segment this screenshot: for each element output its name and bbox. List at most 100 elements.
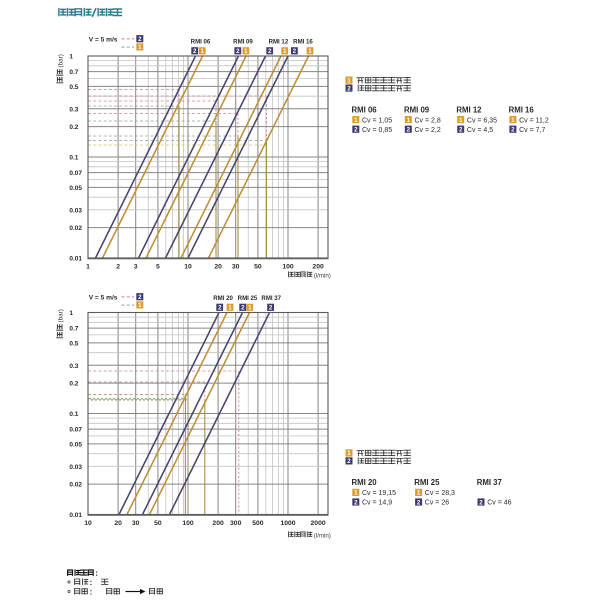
svg-text:1: 1 xyxy=(417,490,421,497)
svg-text:RMI 06: RMI 06 xyxy=(191,39,211,46)
svg-text:1: 1 xyxy=(283,48,287,55)
svg-text:2: 2 xyxy=(347,85,351,92)
svg-text:2: 2 xyxy=(417,499,421,506)
svg-text:0.1: 0.1 xyxy=(69,411,78,418)
svg-text:1: 1 xyxy=(354,490,358,497)
svg-text:100: 100 xyxy=(182,520,194,527)
svg-text:Cv = 26: Cv = 26 xyxy=(425,500,449,507)
svg-text:1: 1 xyxy=(248,305,252,312)
svg-text:0.2: 0.2 xyxy=(69,124,78,131)
svg-text:0.02: 0.02 xyxy=(69,482,82,489)
svg-text:Cv = 11,2: Cv = 11,2 xyxy=(519,117,549,124)
svg-text:RMI 06: RMI 06 xyxy=(352,105,378,114)
svg-text:RMI 12: RMI 12 xyxy=(456,105,482,114)
svg-text:2: 2 xyxy=(268,48,272,55)
svg-text:2: 2 xyxy=(293,48,297,55)
svg-text:2: 2 xyxy=(354,499,358,506)
svg-text:Cv = 19,15: Cv = 19,15 xyxy=(362,490,396,497)
svg-text:1: 1 xyxy=(459,117,463,124)
svg-text:1: 1 xyxy=(407,117,411,124)
svg-text:50: 50 xyxy=(254,264,262,271)
svg-text:1: 1 xyxy=(511,117,515,124)
svg-text:0.02: 0.02 xyxy=(69,225,82,232)
svg-text:2: 2 xyxy=(193,48,197,55)
svg-text:5: 5 xyxy=(156,264,160,271)
svg-text:RMI 09: RMI 09 xyxy=(404,105,430,114)
svg-text:1: 1 xyxy=(86,264,90,271)
svg-text:3: 3 xyxy=(134,264,138,271)
svg-text:RMI 12: RMI 12 xyxy=(269,39,289,46)
svg-text:300: 300 xyxy=(230,520,242,527)
svg-text:RMI 37: RMI 37 xyxy=(477,478,502,487)
svg-text:2: 2 xyxy=(347,458,351,465)
svg-text:RMI 25: RMI 25 xyxy=(414,478,440,487)
svg-text:Cv = 1,05: Cv = 1,05 xyxy=(362,117,392,124)
svg-text:(l/min): (l/min) xyxy=(314,533,331,540)
svg-text:20: 20 xyxy=(214,264,222,271)
svg-text:2000: 2000 xyxy=(311,520,326,527)
svg-text:0.07: 0.07 xyxy=(69,427,82,434)
svg-text:2: 2 xyxy=(236,48,240,55)
svg-text:50: 50 xyxy=(154,520,162,527)
svg-text:1: 1 xyxy=(354,117,358,124)
svg-text:0.07: 0.07 xyxy=(69,170,82,177)
svg-text:30: 30 xyxy=(232,264,240,271)
svg-text:(l/min): (l/min) xyxy=(314,273,331,280)
svg-text:1: 1 xyxy=(244,48,248,55)
svg-text:0.5: 0.5 xyxy=(69,84,78,91)
svg-text:2: 2 xyxy=(479,499,483,506)
svg-text:RMI 16: RMI 16 xyxy=(509,105,535,114)
svg-text:2: 2 xyxy=(269,305,273,312)
svg-text:200: 200 xyxy=(212,520,224,527)
svg-text:1: 1 xyxy=(138,44,142,51)
svg-text:1: 1 xyxy=(347,450,351,457)
svg-text:V = 5 m/s: V = 5 m/s xyxy=(89,37,118,44)
svg-text:0.03: 0.03 xyxy=(69,464,82,471)
svg-text:(bar): (bar) xyxy=(58,309,65,322)
svg-text:1: 1 xyxy=(138,302,142,309)
svg-text:Cv = 6,35: Cv = 6,35 xyxy=(467,117,497,124)
svg-text:1: 1 xyxy=(200,48,204,55)
svg-text:2: 2 xyxy=(407,127,411,134)
svg-text:Cv = 0,85: Cv = 0,85 xyxy=(362,127,392,134)
svg-text:0.5: 0.5 xyxy=(69,341,78,348)
svg-text:0.2: 0.2 xyxy=(69,381,78,388)
svg-text:(bar): (bar) xyxy=(58,54,65,67)
svg-text:10: 10 xyxy=(184,264,192,271)
svg-text:Cv = 7,7: Cv = 7,7 xyxy=(519,127,545,134)
svg-text:2: 2 xyxy=(459,127,463,134)
svg-text:2: 2 xyxy=(241,305,245,312)
svg-text:0.3: 0.3 xyxy=(69,106,78,113)
svg-text:RMI 09: RMI 09 xyxy=(233,39,253,46)
svg-text:2: 2 xyxy=(138,294,142,301)
svg-text:2: 2 xyxy=(138,36,142,43)
svg-text:10: 10 xyxy=(84,520,92,527)
svg-text:Cv = 46: Cv = 46 xyxy=(487,500,511,507)
svg-text:0.01: 0.01 xyxy=(69,512,82,519)
svg-text:1: 1 xyxy=(308,48,312,55)
svg-text:0.05: 0.05 xyxy=(69,442,82,449)
svg-text:Cv = 4,5: Cv = 4,5 xyxy=(467,127,493,134)
svg-text:RMI 20: RMI 20 xyxy=(352,478,378,487)
svg-text:200: 200 xyxy=(312,264,324,271)
svg-text:RMI 20: RMI 20 xyxy=(213,295,233,302)
svg-text:0.1: 0.1 xyxy=(69,155,78,162)
svg-text:20: 20 xyxy=(114,520,122,527)
svg-text:RMI 16: RMI 16 xyxy=(293,39,313,46)
svg-text:0.05: 0.05 xyxy=(69,185,82,192)
svg-text:2: 2 xyxy=(218,305,222,312)
svg-text:1: 1 xyxy=(69,54,73,61)
svg-text:100: 100 xyxy=(282,264,294,271)
svg-text:1: 1 xyxy=(228,305,232,312)
svg-text:0.01: 0.01 xyxy=(69,256,82,263)
svg-text:Cv = 2,8: Cv = 2,8 xyxy=(415,117,441,124)
svg-text:Cv = 2,2: Cv = 2,2 xyxy=(415,127,441,134)
svg-text:0.7: 0.7 xyxy=(69,326,78,333)
svg-text:500: 500 xyxy=(252,520,264,527)
svg-text:1: 1 xyxy=(69,310,73,317)
svg-text:RMI 37: RMI 37 xyxy=(261,295,281,302)
svg-text:0.7: 0.7 xyxy=(69,69,78,76)
svg-text:0.03: 0.03 xyxy=(69,207,82,214)
svg-text:V = 5 m/s: V = 5 m/s xyxy=(89,295,118,302)
svg-text:2: 2 xyxy=(511,127,515,134)
